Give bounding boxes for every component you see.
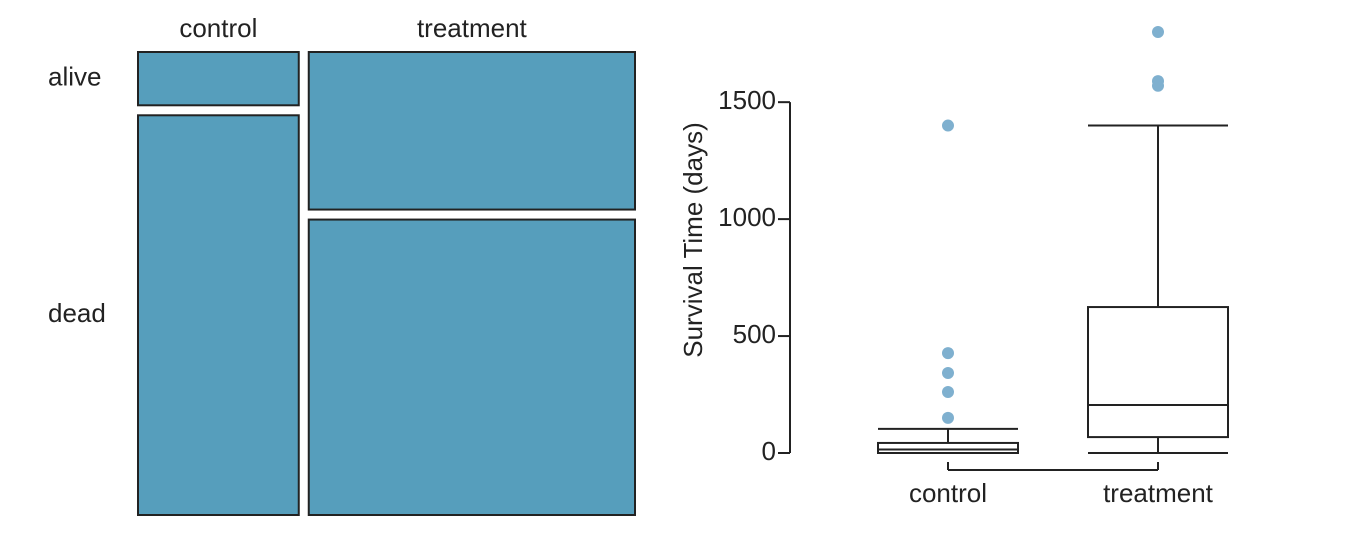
outlier [942, 119, 954, 132]
mosaic-cell [137, 51, 300, 107]
y-tick-label: 500 [733, 319, 776, 349]
y-tick-label: 0 [762, 436, 776, 466]
x-tick-label: control [909, 478, 987, 508]
y-axis-title: Survival Time (days) [678, 122, 708, 358]
y-tick-label: 1000 [718, 202, 776, 232]
outlier [1152, 75, 1164, 88]
outlier [1152, 26, 1164, 38]
mosaic-cell [307, 51, 636, 211]
column-label: treatment [417, 13, 528, 43]
mosaic-cell [307, 218, 636, 516]
mosaic-cell [137, 114, 300, 516]
box [877, 441, 1019, 455]
row-label: dead [48, 298, 106, 328]
outlier [942, 347, 954, 360]
row-label: alive [48, 62, 101, 92]
outlier [942, 385, 954, 398]
column-label: control [179, 13, 257, 43]
x-tick-label: treatment [1103, 478, 1214, 508]
outlier [942, 411, 954, 424]
y-tick-label: 1500 [718, 85, 776, 115]
box [1087, 306, 1229, 439]
outlier [942, 367, 954, 380]
